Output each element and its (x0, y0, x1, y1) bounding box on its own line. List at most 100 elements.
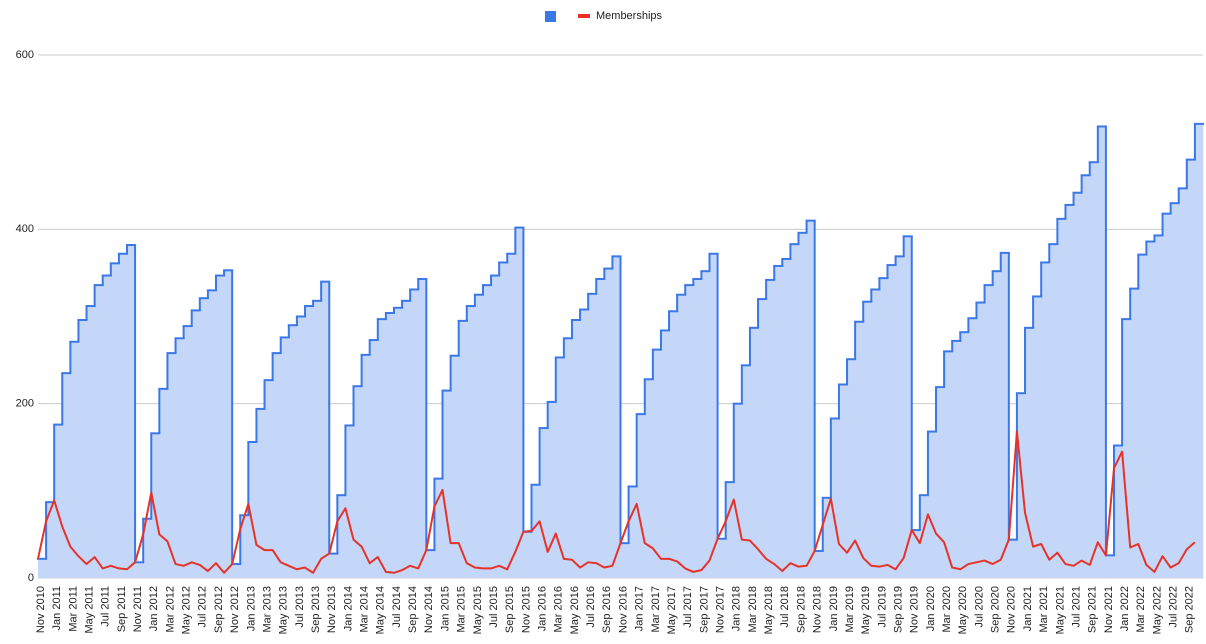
step-area-fill (952, 340, 961, 578)
step-area-fill (110, 263, 120, 578)
step-area-fill (1186, 159, 1196, 578)
step-area-fill (175, 338, 184, 578)
step-area-fill (118, 253, 128, 579)
step-area-fill (741, 365, 751, 578)
x-tick-label: Mar 2022 (1135, 586, 1147, 632)
x-tick-label: Jan 2017 (634, 586, 646, 631)
step-area-fill (102, 275, 112, 578)
step-area-fill (717, 538, 726, 578)
x-tick-label: Mar 2015 (456, 586, 468, 632)
step-area-fill (636, 414, 646, 578)
step-area-fill (701, 271, 710, 578)
step-area-fill (1154, 235, 1163, 578)
step-area-fill (580, 309, 589, 578)
step-area-fill (143, 518, 152, 578)
x-tick-label: May 2022 (1151, 586, 1163, 634)
step-area-fill (596, 279, 605, 578)
step-area-fill (1025, 327, 1034, 578)
step-area-fill (652, 349, 662, 578)
x-tick-label: Mar 2019 (844, 586, 856, 632)
x-tick-label: Mar 2016 (553, 586, 565, 632)
step-area-fill (774, 265, 783, 578)
x-tick-label: May 2011 (83, 586, 95, 634)
step-area-fill (418, 279, 427, 578)
step-area-fill (960, 332, 969, 578)
y-tick-label: 400 (16, 223, 34, 235)
step-area-fill (677, 294, 686, 578)
step-area-fill (523, 531, 532, 578)
x-tick-label: Jan 2011 (51, 586, 63, 630)
step-area-fill (1114, 445, 1123, 578)
x-tick-label: Jul 2014 (391, 586, 403, 628)
step-area-fill (377, 319, 387, 578)
step-area-fill (345, 425, 354, 578)
step-area-fill (531, 484, 540, 578)
x-tick-label: May 2014 (375, 586, 387, 634)
step-area-fill (814, 550, 824, 578)
step-area-fill (976, 302, 985, 578)
step-area-fill (725, 482, 735, 578)
step-area-fill (863, 301, 872, 578)
step-area-fill (46, 502, 55, 578)
step-area-fill (539, 428, 548, 578)
step-area-fill (1097, 126, 1107, 578)
step-area-fill (337, 495, 346, 578)
step-area-series (37, 122, 1204, 579)
step-area-fill (248, 442, 257, 578)
x-tick-label: Jan 2016 (537, 586, 549, 631)
step-area-fill (442, 390, 451, 578)
x-tick-label: Jul 2013 (294, 586, 306, 628)
step-area-fill (1016, 393, 1026, 578)
step-area-fill (822, 497, 832, 578)
step-area-fill (410, 289, 419, 578)
x-tick-label: Jul 2019 (876, 586, 888, 628)
legend-label: Memberships (596, 10, 663, 22)
step-area-fill (126, 245, 136, 579)
x-tick-label: May 2015 (472, 586, 484, 634)
step-area-fill (151, 433, 160, 578)
step-area-fill (207, 290, 217, 578)
x-tick-label: Nov 2021 (1103, 586, 1115, 633)
x-tick-label: Jul 2022 (1168, 586, 1180, 628)
step-area-fill (563, 338, 573, 578)
step-area-fill (1041, 262, 1050, 578)
step-area-fill (199, 298, 209, 578)
x-tick-label: May 2013 (278, 586, 290, 634)
y-tick-label: 200 (16, 398, 34, 410)
step-area-fill (758, 299, 767, 578)
x-tick-label: May 2019 (860, 586, 872, 634)
step-area-fill (588, 293, 597, 578)
step-area-fill (612, 256, 621, 578)
step-area-fill (288, 325, 298, 578)
step-area-fill (620, 543, 629, 578)
step-area-fill (54, 424, 63, 578)
step-area-fill (450, 355, 459, 578)
step-area-fill (1073, 192, 1082, 578)
step-area-fill (224, 270, 233, 578)
x-tick-label: Nov 2019 (909, 586, 921, 633)
step-area-fill (515, 227, 524, 578)
step-area-fill (992, 271, 1002, 578)
x-tick-label: May 2018 (763, 586, 775, 634)
step-area-fill (232, 564, 241, 578)
step-area-fill (984, 285, 993, 578)
step-area-fill (555, 357, 565, 578)
x-tick-label: Mar 2012 (164, 586, 176, 632)
x-tick-label: Jan 2012 (148, 586, 160, 631)
step-area-fill (1194, 123, 1204, 578)
step-area-fill (313, 300, 322, 578)
step-area-fill (644, 379, 654, 578)
x-tick-label: Jul 2012 (197, 586, 209, 628)
step-area-fill (927, 431, 937, 578)
x-tick-label: Jan 2018 (731, 586, 743, 631)
step-area-fill (1162, 213, 1171, 579)
step-area-fill (393, 307, 403, 578)
step-area-fill (830, 418, 840, 578)
step-area-fill (798, 232, 807, 578)
x-tick-label: Jul 2017 (682, 586, 694, 628)
step-area-fill (944, 351, 953, 578)
step-area-fill (353, 386, 362, 578)
x-tick-label: Nov 2013 (326, 586, 338, 633)
step-area-fill (1170, 203, 1180, 578)
x-tick-label: Mar 2018 (747, 586, 759, 632)
